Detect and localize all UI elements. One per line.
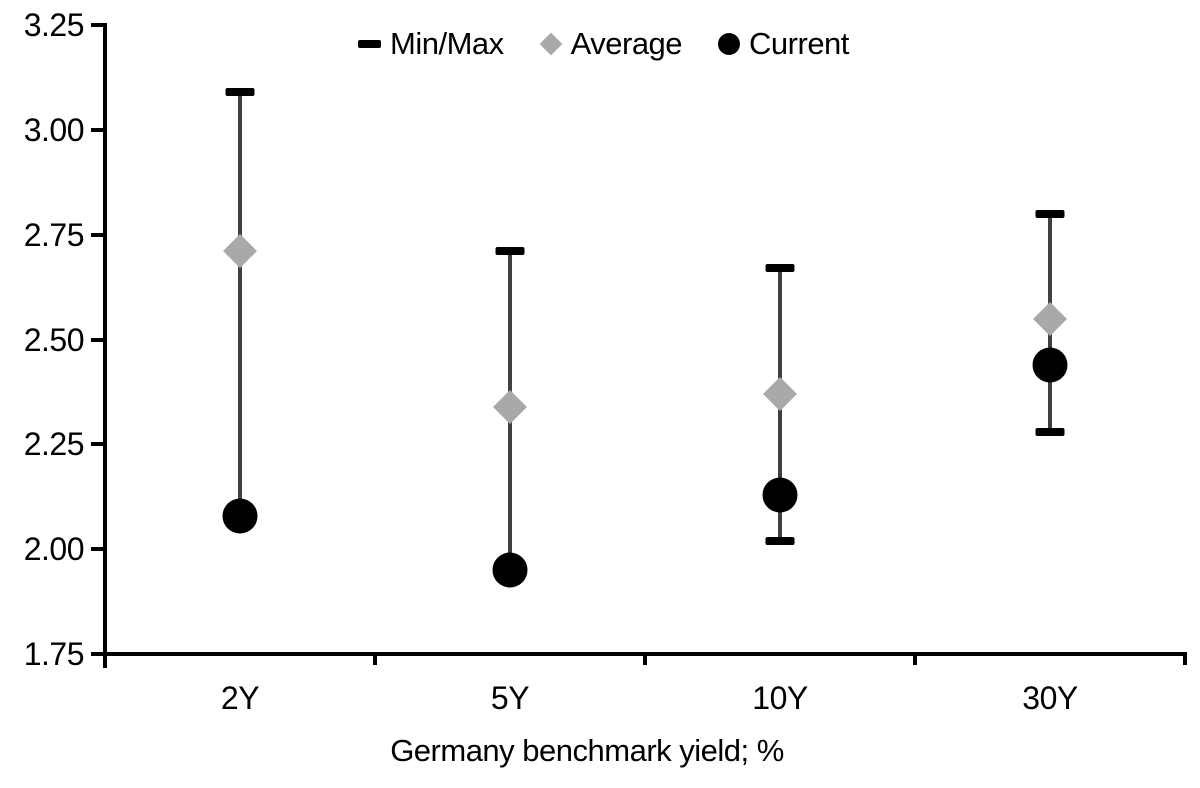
max-cap-5y — [495, 247, 525, 256]
y-tick-label: 2.75 — [23, 216, 85, 253]
y-tick — [91, 23, 104, 27]
y-tick-label: 1.75 — [23, 636, 85, 672]
legend-label-minmax: Min/Max — [390, 26, 504, 61]
x-tick-label: 2Y — [220, 680, 260, 716]
minmax-dash-icon — [358, 40, 381, 48]
current-circle-icon — [718, 33, 741, 55]
max-cap-30y — [1035, 209, 1065, 218]
y-tick — [91, 652, 104, 656]
average-marker-10y — [763, 377, 797, 411]
x-tick-label: 10Y — [752, 680, 808, 716]
current-marker-2y — [222, 498, 258, 534]
current-marker-5y — [492, 552, 528, 588]
x-axis-title: Germany benchmark yield; % — [390, 733, 784, 768]
x-tick — [1183, 652, 1187, 665]
y-tick — [91, 337, 104, 342]
y-tick — [91, 127, 104, 132]
legend-label-current: Current — [749, 26, 849, 61]
y-axis-line — [103, 23, 107, 668]
x-tick-label: 30Y — [1022, 680, 1078, 716]
legend-item-minmax: Min/Max — [358, 26, 504, 62]
legend-item-average: Average — [539, 26, 683, 62]
average-marker-30y — [1033, 301, 1067, 336]
minmax-range-2y — [238, 92, 242, 516]
y-tick — [91, 442, 104, 447]
average-diamond-icon — [539, 32, 562, 56]
x-tick — [373, 652, 377, 665]
legend: Min/Max Average Current — [358, 26, 849, 62]
y-tick-label: 2.50 — [23, 321, 85, 358]
max-cap-2y — [225, 88, 255, 97]
x-tick — [103, 652, 107, 665]
min-cap-30y — [1035, 427, 1065, 436]
x-tick-label: 5Y — [490, 680, 530, 716]
x-tick — [913, 652, 917, 665]
average-marker-5y — [493, 389, 527, 424]
x-tick — [643, 652, 647, 665]
min-cap-10y — [765, 536, 795, 545]
legend-label-average: Average — [570, 26, 683, 61]
y-tick-label: 3.00 — [23, 111, 85, 148]
y-tick — [91, 547, 104, 552]
y-tick — [91, 232, 104, 237]
y-tick-label: 2.25 — [23, 426, 85, 463]
current-marker-30y — [1032, 347, 1068, 383]
current-marker-10y — [762, 477, 798, 513]
average-marker-2y — [223, 234, 257, 269]
max-cap-10y — [765, 264, 795, 273]
y-tick-label: 2.00 — [23, 531, 85, 568]
legend-item-current: Current — [718, 26, 849, 62]
y-tick-label: 3.25 — [23, 7, 85, 43]
